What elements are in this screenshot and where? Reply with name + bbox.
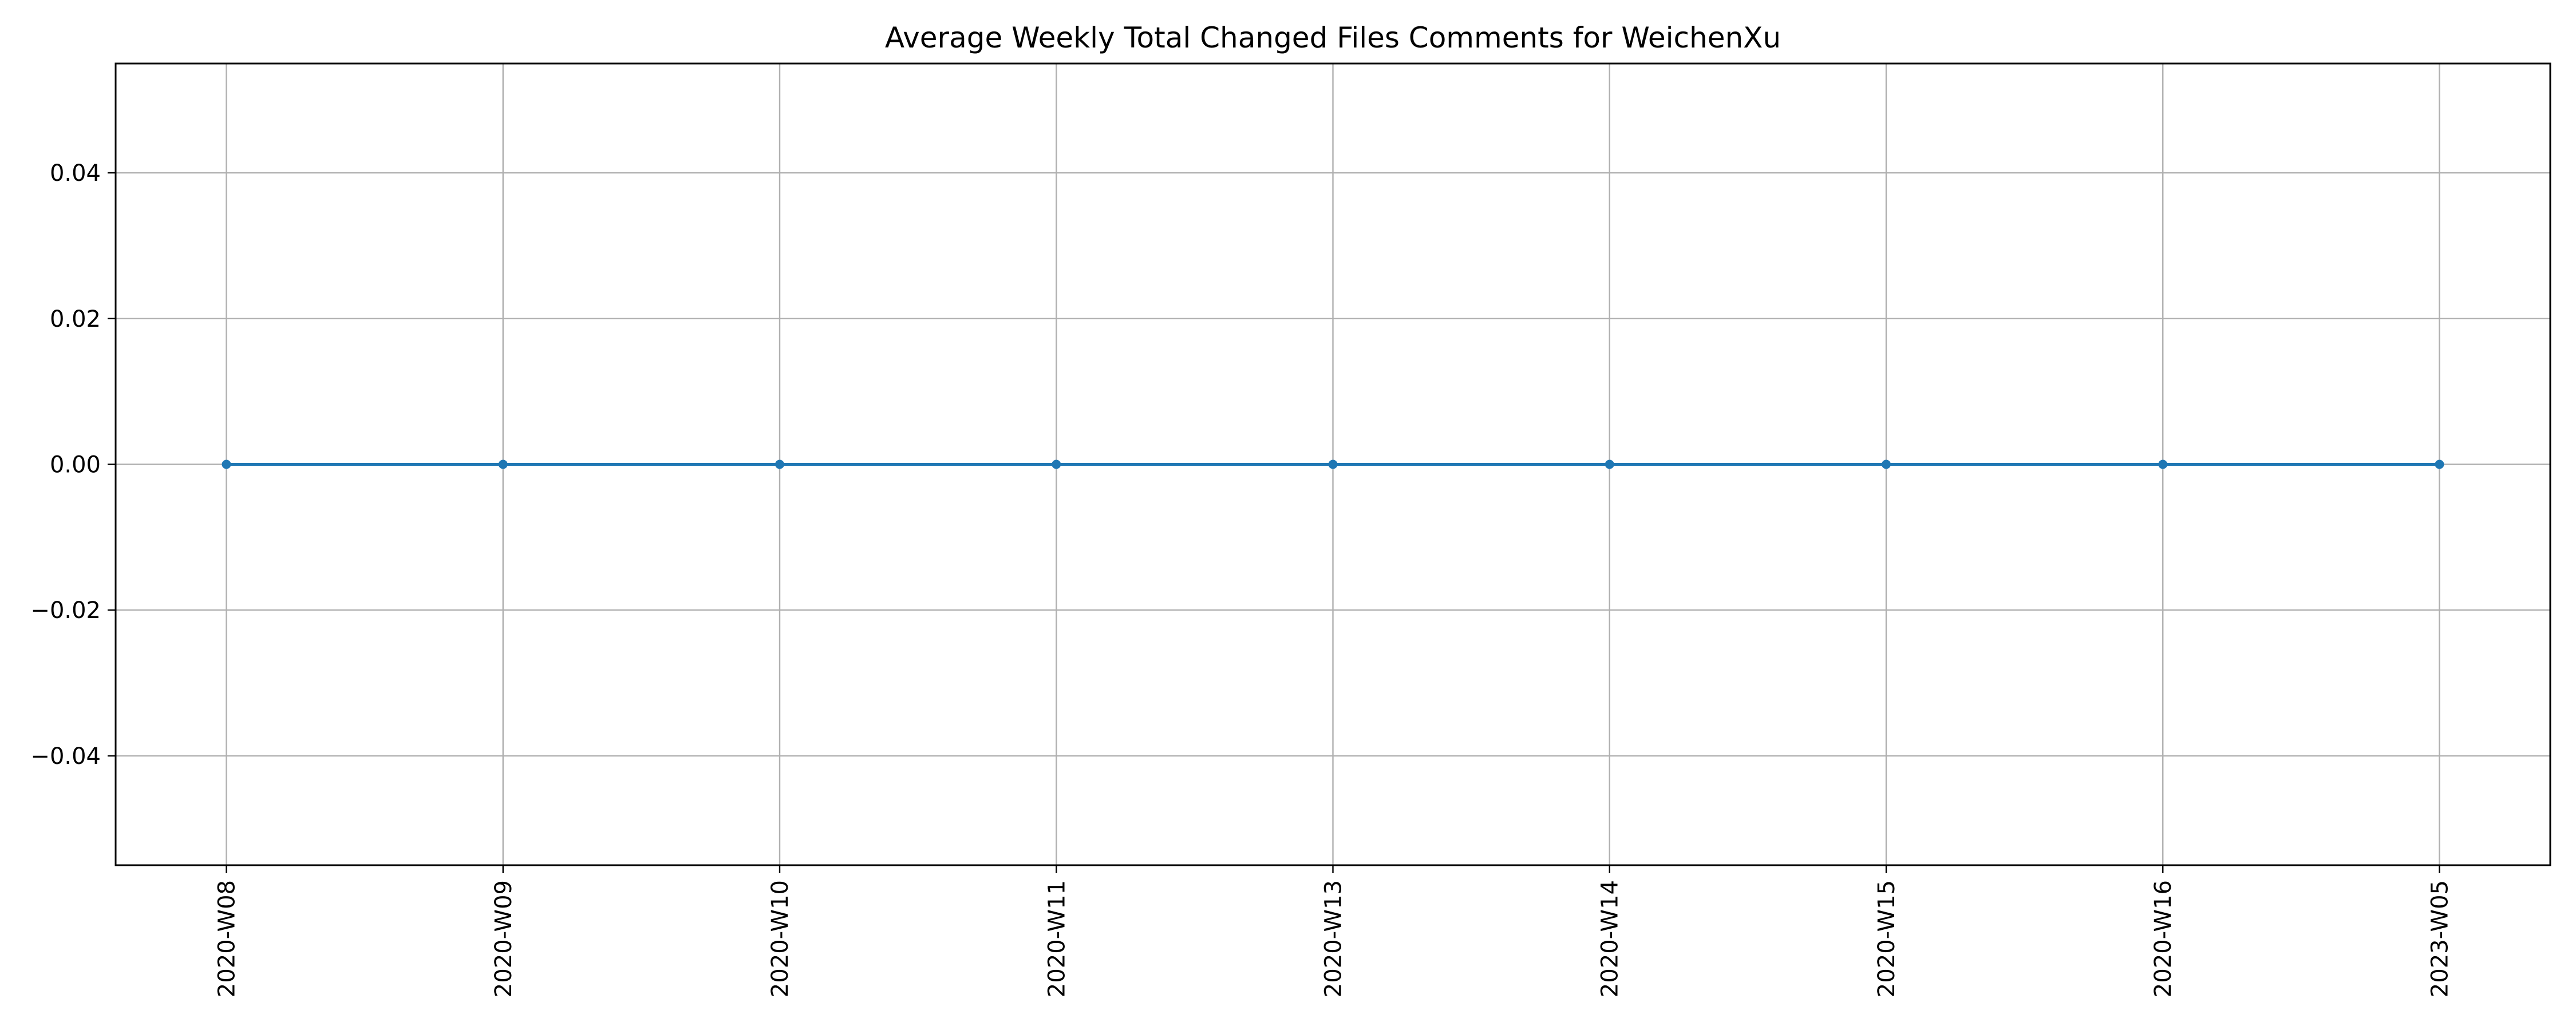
x-tick-label: 2020-W16 bbox=[2150, 880, 2176, 997]
x-tick-label: 2023-W05 bbox=[2427, 880, 2453, 997]
series-layer bbox=[222, 459, 2444, 469]
data-point bbox=[775, 459, 785, 469]
x-tick-label: 2020-W08 bbox=[214, 880, 240, 997]
ticks: 2020-W08 2020-W09 2020-W10 2020-W11 2020-W13… bbox=[30, 160, 2453, 997]
y-tick-label: −0.02 bbox=[30, 597, 101, 624]
data-point bbox=[2158, 459, 2168, 469]
x-tick-label: 2020-W10 bbox=[767, 880, 793, 997]
x-tick-label: 2020-W09 bbox=[491, 880, 517, 997]
y-tick-label: 0.02 bbox=[50, 306, 101, 332]
data-point bbox=[1052, 459, 1061, 469]
y-tick-label: −0.04 bbox=[30, 743, 101, 770]
data-point bbox=[498, 459, 508, 469]
x-tick-label: 2020-W15 bbox=[1874, 880, 1900, 997]
x-tick-label: 2020-W13 bbox=[1321, 880, 1347, 997]
data-point bbox=[1605, 459, 1614, 469]
data-point bbox=[1881, 459, 1891, 469]
data-point bbox=[1328, 459, 1338, 469]
chart-title: Average Weekly Total Changed Files Comme… bbox=[885, 21, 1781, 54]
x-tick-label: 2020-W11 bbox=[1044, 880, 1070, 997]
data-point bbox=[2435, 459, 2444, 469]
data-point bbox=[222, 459, 231, 469]
y-tick-label: 0.00 bbox=[50, 452, 101, 478]
x-tick-label: 2020-W14 bbox=[1597, 880, 1623, 997]
y-tick-label: 0.04 bbox=[50, 160, 101, 187]
